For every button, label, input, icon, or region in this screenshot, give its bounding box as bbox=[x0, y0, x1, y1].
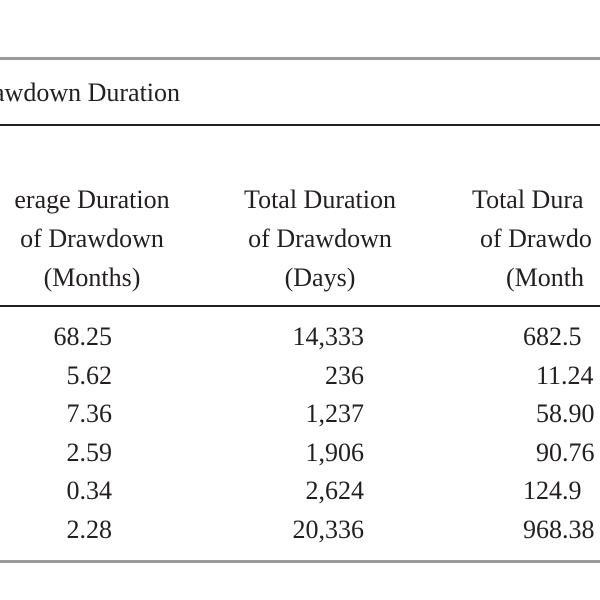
table-cell: 2,624 bbox=[305, 476, 365, 506]
header-rule bbox=[0, 305, 600, 307]
table-cell: 968.38 bbox=[523, 514, 595, 544]
header-line: Total Duration bbox=[244, 185, 396, 214]
table-cell: 5.62 bbox=[66, 360, 113, 390]
column-avg-duration-months: 68.25 5.62 7.36 2.59 0.34 2.28 bbox=[54, 318, 113, 550]
column-header-total-duration-months: Total Dura of Drawdo (Month bbox=[472, 180, 600, 297]
header-line: (Months) bbox=[43, 263, 141, 292]
table-cell: 682.5 bbox=[523, 322, 582, 351]
header-line: erage Duration bbox=[14, 185, 170, 214]
header-line: of Drawdown bbox=[248, 224, 392, 253]
table-cell: 20,336 bbox=[292, 514, 365, 544]
table-cell: 1,237 bbox=[305, 399, 365, 429]
header-line: (Month bbox=[506, 263, 584, 292]
caption-rule bbox=[0, 124, 600, 126]
column-total-duration-days: 14,333 236 1,237 1,906 2,624 20,336 bbox=[293, 318, 365, 550]
header-line: of Drawdown bbox=[20, 224, 164, 253]
table-cell: 1,906 bbox=[305, 437, 365, 467]
column-total-duration-months: 682.5 11.24 58.90 90.76 124.9 968.38 bbox=[523, 318, 595, 550]
header-line: (Days) bbox=[284, 263, 356, 292]
table-cell: 236 bbox=[325, 360, 364, 390]
header-line: of Drawdo bbox=[480, 224, 592, 253]
table-cell: 58.90 bbox=[536, 399, 595, 429]
table-bottom-rule bbox=[0, 560, 600, 563]
table-cell: 2.59 bbox=[66, 437, 113, 467]
column-header-avg-duration-months: erage Duration of Drawdown (Months) bbox=[0, 180, 187, 297]
table-top-rule bbox=[0, 57, 600, 60]
table-cell: 68.25 bbox=[53, 322, 113, 351]
table-cell: 11.24 bbox=[536, 360, 594, 390]
table-cell: 124.9 bbox=[523, 476, 582, 506]
column-header-total-duration-days: Total Duration of Drawdown (Days) bbox=[224, 180, 416, 297]
table-caption: awdown Duration bbox=[0, 78, 181, 107]
header-line: Total Dura bbox=[472, 185, 584, 214]
table-cell: 7.36 bbox=[66, 399, 113, 429]
table-cell: 90.76 bbox=[536, 437, 595, 467]
table-cell: 2.28 bbox=[66, 514, 113, 544]
table-cell: 0.34 bbox=[66, 476, 113, 506]
table-cell: 14,333 bbox=[292, 322, 365, 351]
